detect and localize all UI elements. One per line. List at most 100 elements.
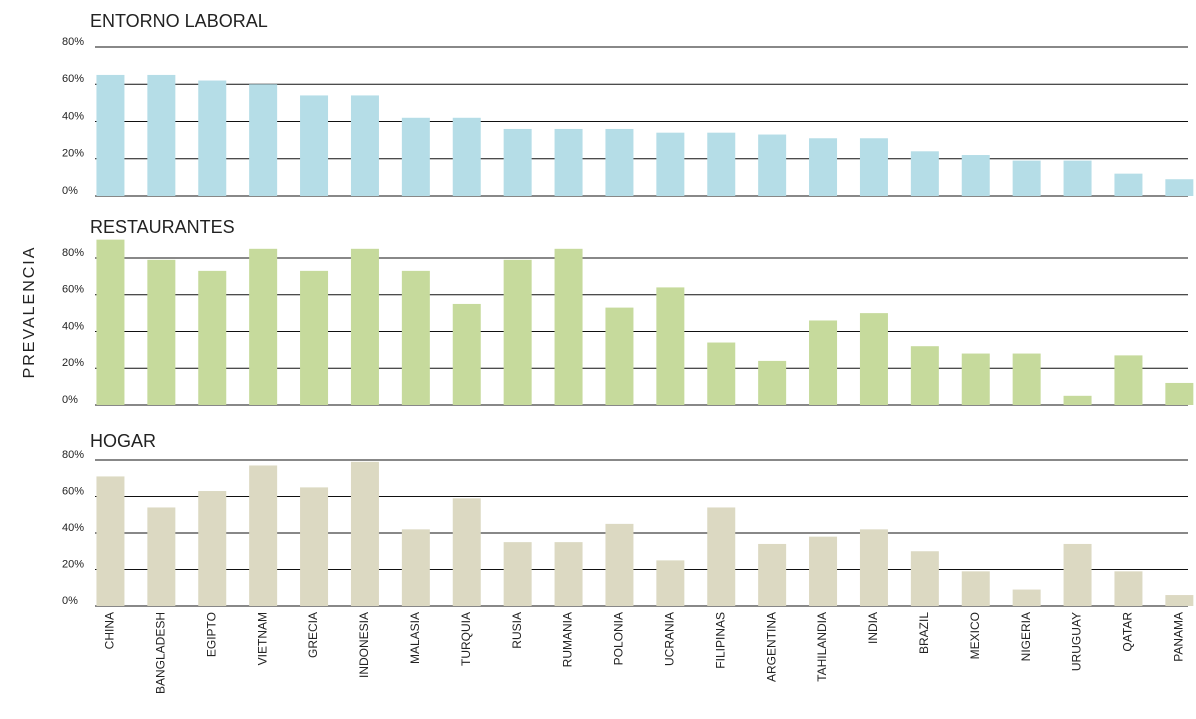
y-tick-label: 40%	[62, 522, 84, 534]
bar	[147, 507, 176, 606]
bar	[198, 270, 227, 405]
bar	[910, 551, 939, 606]
x-tick-label: GRECIA	[306, 612, 320, 658]
bar	[961, 155, 990, 196]
bar	[452, 498, 481, 606]
x-tick-label: INDIA	[866, 612, 880, 644]
bar	[859, 138, 888, 196]
panel-title: ENTORNO LABORAL	[90, 11, 268, 31]
bar	[1063, 160, 1092, 196]
bar	[1063, 395, 1092, 405]
bar	[300, 270, 329, 405]
bar	[503, 128, 532, 196]
x-tick-label: BRAZIL	[917, 612, 931, 654]
bar	[1063, 543, 1092, 606]
bar	[656, 560, 685, 606]
x-tick-label: QATAR	[1121, 612, 1135, 652]
bar	[249, 465, 278, 606]
x-tick-label: POLONIA	[612, 612, 626, 665]
bar	[554, 248, 583, 405]
bar	[859, 313, 888, 405]
x-tick-label: BANGLADESH	[154, 612, 168, 694]
bar	[96, 74, 125, 196]
bar	[198, 491, 227, 606]
bar	[350, 248, 379, 405]
y-tick-label: 0%	[62, 595, 78, 607]
bar	[147, 259, 176, 405]
y-tick-label: 40%	[62, 110, 84, 122]
x-tick-label: VIETNAM	[255, 612, 269, 665]
bar	[198, 80, 227, 196]
bar	[809, 138, 838, 196]
bar	[758, 134, 787, 196]
bar	[1165, 595, 1194, 606]
bar	[758, 543, 787, 606]
bar	[350, 95, 379, 196]
bar	[401, 117, 430, 196]
bar	[707, 507, 736, 606]
y-tick-label: 40%	[62, 320, 84, 332]
x-tick-label: ARGENTINA	[764, 612, 778, 682]
bar	[707, 342, 736, 405]
bar	[1165, 382, 1194, 405]
bar	[809, 320, 838, 405]
y-tick-label: 80%	[62, 247, 84, 259]
bar	[96, 239, 125, 405]
y-tick-label: 80%	[62, 449, 84, 461]
bar	[656, 132, 685, 196]
x-tick-label: EGIPTO	[204, 612, 218, 657]
bar	[605, 307, 634, 405]
bar	[1012, 589, 1041, 606]
x-tick-label: CHINA	[103, 612, 117, 649]
bar	[147, 74, 176, 196]
bar	[452, 117, 481, 196]
bar	[910, 346, 939, 405]
x-tick-label: TURQUIA	[459, 612, 473, 666]
x-tick-label: URUGUAY	[1070, 612, 1084, 671]
bar	[1012, 353, 1041, 405]
y-tick-label: 60%	[62, 485, 84, 497]
x-tick-label: RUMANIA	[561, 612, 575, 667]
bar	[503, 259, 532, 405]
bar	[961, 571, 990, 606]
bar	[1114, 173, 1143, 196]
bar	[554, 542, 583, 606]
bar	[910, 151, 939, 196]
x-tick-label: RUSIA	[510, 612, 524, 649]
bar	[249, 248, 278, 405]
bar	[401, 529, 430, 606]
bar	[1165, 179, 1194, 196]
y-tick-label: 20%	[62, 357, 84, 369]
bar	[300, 487, 329, 606]
y-tick-label: 60%	[62, 284, 84, 296]
bar	[249, 84, 278, 196]
panel-title: RESTAURANTES	[90, 217, 235, 237]
bar	[605, 128, 634, 196]
bar	[961, 353, 990, 405]
bar	[503, 542, 532, 606]
y-axis-label: PREVALENCIA	[21, 246, 38, 379]
y-tick-label: 20%	[62, 558, 84, 570]
bar	[96, 476, 125, 606]
x-tick-label: UCRANIA	[663, 612, 677, 666]
x-tick-label: MALASIA	[408, 612, 422, 664]
x-tick-label: NIGERIA	[1019, 612, 1033, 661]
bar	[350, 461, 379, 606]
bar	[605, 523, 634, 606]
bar	[1012, 160, 1041, 196]
x-tick-label: MEXICO	[968, 612, 982, 659]
panel-title: HOGAR	[90, 431, 156, 451]
bar	[452, 303, 481, 405]
y-tick-label: 0%	[62, 394, 78, 406]
y-tick-label: 20%	[62, 148, 84, 160]
x-tick-label: INDONESIA	[357, 612, 371, 678]
bar	[1114, 571, 1143, 606]
x-tick-label: TAHILANDIA	[815, 612, 829, 682]
bar	[707, 132, 736, 196]
y-tick-label: 60%	[62, 73, 84, 85]
bar	[809, 536, 838, 606]
bar	[300, 95, 329, 196]
bar	[554, 128, 583, 196]
bar	[758, 360, 787, 405]
bar	[859, 529, 888, 606]
